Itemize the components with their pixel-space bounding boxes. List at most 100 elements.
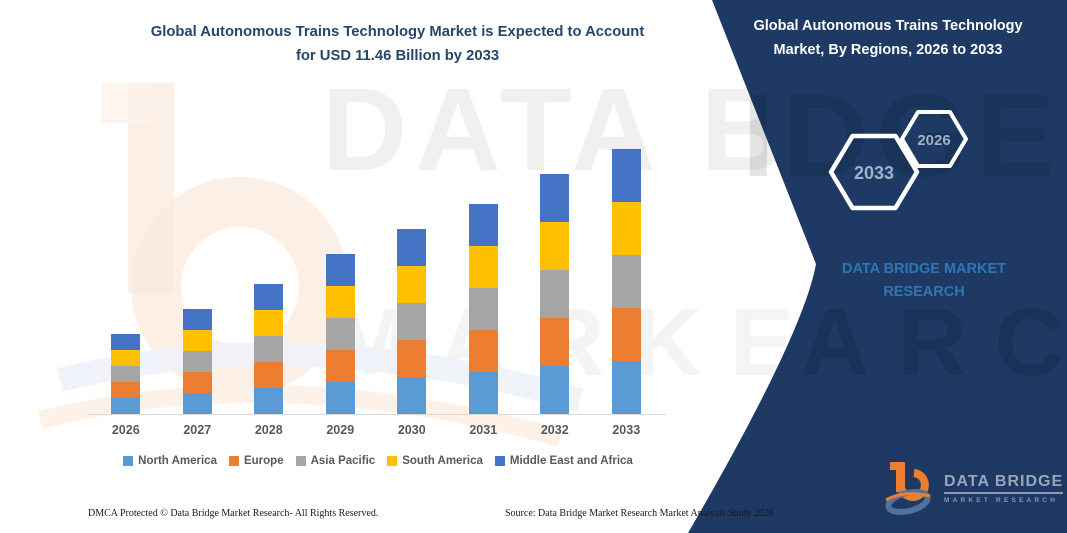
- panel-brand-text: DATA BRIDGE MARKET RESEARCH: [841, 261, 1007, 300]
- footer-dmca-text: DMCA Protected © Data Bridge Market Rese…: [88, 508, 379, 519]
- x-axis-label-2030: 2030: [397, 423, 426, 437]
- x-axis-labels: 2026 2027 2028 2029 2030 2031 2032 2033: [90, 423, 662, 437]
- legend-marker-icon: [228, 456, 239, 466]
- legend-item-north-america: North America: [123, 455, 217, 467]
- bar-segment-middle-east-and-africa: [111, 334, 141, 350]
- bar-segment-europe: [254, 362, 284, 388]
- bar-segment-south-america: [182, 330, 212, 351]
- bar-segment-north-america: [111, 398, 141, 414]
- bar-segment-south-america: [325, 286, 355, 318]
- hexagon-2026-label: 2026: [917, 132, 950, 149]
- bar-segment-south-america: [254, 310, 284, 336]
- bar-segment-middle-east-and-africa: [397, 229, 427, 266]
- bar-column-2026: [90, 334, 162, 414]
- bar-segment-north-america: [254, 388, 284, 414]
- chart-title: Global Autonomous Trains Technology Mark…: [90, 20, 705, 68]
- bar-segment-middle-east-and-africa: [182, 309, 212, 330]
- legend-marker-icon: [295, 456, 306, 466]
- stacked-bar-2028: [254, 284, 284, 414]
- legend-marker-icon: [387, 456, 398, 466]
- bar-segment-europe: [468, 330, 498, 372]
- chart-title-line1: Global Autonomous Trains Technology Mark…: [150, 24, 645, 40]
- chart-title-line2: for USD 11.46 Billion by 2033: [295, 48, 500, 64]
- bar-segment-middle-east-and-africa: [468, 204, 498, 246]
- chart-legend: North America Europe Asia Pacific South Ame…: [88, 455, 668, 467]
- bar-segment-europe: [540, 318, 570, 366]
- panel-watermark-row1: IDGE: [742, 70, 1063, 202]
- bar-segment-north-america: [325, 382, 355, 414]
- bar-segment-asia-pacific: [540, 270, 570, 318]
- stacked-bar-2033: [611, 149, 641, 414]
- legend-item-asia-pacific: Asia Pacific: [295, 455, 376, 467]
- legend-marker-icon: [123, 456, 134, 466]
- bar-column-2030: [376, 229, 448, 414]
- stacked-bar-2032: [540, 174, 570, 414]
- brand-logo-mark-icon: [885, 462, 931, 515]
- bar-segment-asia-pacific: [611, 255, 641, 308]
- hexagon-2026: [900, 110, 968, 168]
- bar-segment-north-america: [540, 366, 570, 414]
- bar-segment-south-america: [468, 246, 498, 288]
- bar-segment-north-america: [611, 361, 641, 414]
- legend-label: Europe: [243, 455, 284, 467]
- bar-column-2029: [305, 254, 377, 414]
- bar-segment-north-america: [397, 377, 427, 414]
- stacked-bar-2030: [397, 229, 427, 414]
- brand-logo-line2: MARKET RESEARCH: [944, 496, 1059, 504]
- bar-segment-middle-east-and-africa: [254, 284, 284, 310]
- legend-label: Asia Pacific: [310, 455, 376, 467]
- x-axis-line: [88, 414, 666, 415]
- panel-title: Global Autonomous Trains Technology Mark…: [718, 14, 1058, 62]
- legend-marker-icon: [494, 456, 505, 466]
- stacked-bar-2026: [111, 334, 141, 414]
- bar-segment-europe: [111, 382, 141, 398]
- x-axis-label-2033: 2033: [612, 423, 641, 437]
- legend-label: North America: [138, 455, 217, 467]
- panel-watermark-row2: ARCH: [800, 289, 1067, 396]
- x-axis-label-2027: 2027: [183, 423, 212, 437]
- footer-source-text: Source: Data Bridge Market Research Mark…: [505, 508, 774, 519]
- bar-column-2028: [233, 284, 305, 414]
- bar-chart: 2026 2027 2028 2029 2030 2031 2032 2033: [90, 130, 662, 437]
- legend-item-europe: Europe: [228, 455, 284, 467]
- watermark-b-logo: [102, 83, 349, 395]
- brand-logo: DATA BRIDGE MARKET RESEARCH: [884, 460, 1064, 516]
- bar-segment-asia-pacific: [254, 336, 284, 362]
- x-axis-label-2029: 2029: [326, 423, 355, 437]
- bar-segment-asia-pacific: [182, 351, 212, 372]
- bar-segment-middle-east-and-africa: [540, 174, 570, 222]
- bar-segment-middle-east-and-africa: [325, 254, 355, 286]
- bar-segment-north-america: [182, 393, 212, 414]
- bars-row: [90, 130, 662, 414]
- bar-column-2033: [591, 149, 663, 414]
- hexagon-2033: [828, 133, 920, 211]
- x-axis-label-2028: 2028: [254, 423, 283, 437]
- legend-item-south-america: South America: [387, 455, 483, 467]
- bar-segment-asia-pacific: [468, 288, 498, 330]
- hexagon-2033-label: 2033: [854, 163, 894, 183]
- bar-segment-asia-pacific: [111, 366, 141, 382]
- bar-segment-south-america: [111, 350, 141, 366]
- bar-segment-europe: [182, 372, 212, 393]
- year-hexagons: 2033 2026: [828, 110, 968, 211]
- bar-segment-europe: [611, 308, 641, 361]
- legend-item-middle-east-and-africa: Middle East and Africa: [494, 455, 633, 467]
- bar-column-2032: [519, 174, 591, 414]
- brand-logo-text: DATA BRIDGE MARKET RESEARCH: [944, 473, 1064, 504]
- bar-segment-europe: [325, 350, 355, 382]
- panel-title-line1: Global Autonomous Trains Technology: [753, 18, 1023, 34]
- bar-segment-middle-east-and-africa: [611, 149, 641, 202]
- stacked-bar-2027: [182, 309, 212, 414]
- x-axis-label-2031: 2031: [469, 423, 498, 437]
- x-axis-label-2032: 2032: [540, 423, 569, 437]
- legend-label: Middle East and Africa: [509, 455, 633, 467]
- stacked-bar-2029: [325, 254, 355, 414]
- bar-segment-asia-pacific: [325, 318, 355, 350]
- bar-column-2027: [162, 309, 234, 414]
- bar-segment-asia-pacific: [397, 303, 427, 340]
- bar-column-2031: [448, 204, 520, 414]
- bar-segment-europe: [397, 340, 427, 377]
- bar-segment-south-america: [540, 222, 570, 270]
